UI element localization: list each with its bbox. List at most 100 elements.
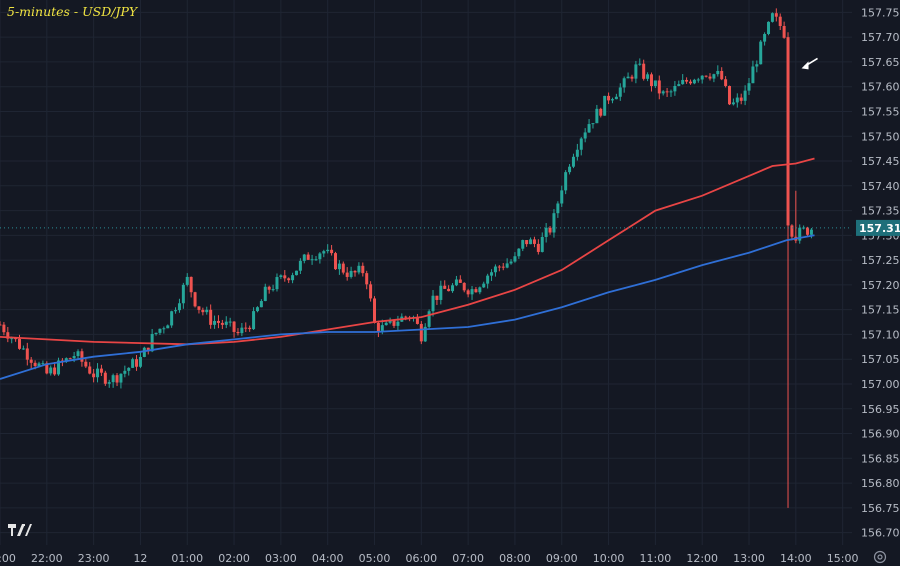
x-axis-tick-label: 14:00	[780, 552, 812, 565]
last-price-label: 157.315	[856, 219, 900, 236]
candle-up	[571, 156, 575, 167]
candle-down	[193, 292, 197, 307]
candle-up	[579, 138, 583, 150]
candle-up	[138, 356, 142, 367]
candle-up	[111, 375, 115, 383]
candle-up	[76, 351, 80, 357]
y-axis-tick-label: 156.900	[861, 428, 900, 441]
last-price-label-box	[856, 219, 900, 236]
settings-icon[interactable]	[873, 550, 887, 564]
candle-up	[618, 87, 622, 97]
candle-down	[704, 75, 708, 77]
candle-up	[564, 172, 568, 191]
candle-down	[778, 16, 782, 26]
candle-down	[532, 239, 536, 244]
candle-up	[505, 263, 509, 268]
candle-down	[688, 81, 692, 84]
x-axis-tick-label: 03:00	[265, 552, 297, 565]
candle-down	[29, 359, 33, 363]
candle-down	[361, 265, 365, 274]
x-axis-tick-label: 20:00	[0, 552, 16, 565]
candle-up	[603, 95, 607, 116]
candle-down	[99, 368, 103, 373]
candle-down	[642, 63, 646, 79]
candle-up	[57, 360, 61, 375]
candle-down	[806, 227, 810, 235]
candle-up	[357, 265, 361, 273]
candle-up	[735, 97, 739, 103]
candle-up	[454, 279, 458, 286]
candle-down	[341, 263, 345, 273]
candle-down	[525, 240, 529, 245]
candle-up	[482, 283, 486, 288]
candle-up	[314, 259, 318, 261]
moving-average-line-fast	[0, 157, 815, 346]
candle-up	[127, 367, 131, 371]
candle-up	[583, 132, 587, 139]
y-axis-tick-label: 157.400	[861, 180, 900, 193]
candle-up	[747, 83, 751, 91]
candle-down	[782, 25, 786, 38]
candle-down	[353, 270, 357, 273]
candle-down	[474, 289, 478, 293]
y-axis-tick-label: 156.700	[861, 527, 900, 540]
candle-up	[802, 227, 806, 229]
y-axis-tick-label: 157.350	[861, 205, 900, 218]
candle-up	[759, 41, 763, 65]
candle-up	[439, 285, 443, 300]
candle-down	[443, 285, 447, 289]
y-axis-tick-label: 157.200	[861, 279, 900, 292]
y-axis-tick-label: 156.800	[861, 477, 900, 490]
candle-down	[287, 278, 291, 281]
candle-up	[170, 311, 174, 326]
candle-down	[45, 363, 49, 374]
candle-down	[345, 272, 349, 277]
candle-down	[466, 290, 470, 295]
candle-down	[209, 309, 213, 325]
candle-up	[181, 284, 185, 304]
candle-up	[798, 227, 802, 241]
candle-down	[6, 332, 10, 339]
candle-up	[634, 64, 638, 79]
candle-up	[677, 84, 681, 86]
candle-up	[380, 325, 384, 332]
candle-up	[431, 295, 435, 312]
x-axis-tick-label: 04:00	[312, 552, 344, 565]
candle-up	[302, 254, 306, 261]
candle-up	[41, 363, 45, 365]
y-axis-tick-label: 156.950	[861, 403, 900, 416]
candle-up	[158, 328, 162, 333]
candle-up	[556, 203, 560, 214]
candle-up	[337, 263, 341, 270]
candle-down	[197, 306, 201, 310]
candle-down	[80, 351, 84, 362]
candle-up	[318, 253, 322, 260]
candle-up	[493, 266, 497, 273]
candle-down	[115, 375, 119, 383]
candle-up	[271, 289, 275, 291]
y-axis-tick-label: 157.500	[861, 130, 900, 143]
candle-down	[415, 316, 419, 324]
candle-down	[607, 95, 611, 101]
candle-down	[501, 266, 505, 268]
candle-up	[349, 270, 353, 277]
y-axis-tick-label: 157.050	[861, 353, 900, 366]
candle-up	[154, 332, 158, 334]
candle-down	[84, 361, 88, 367]
candle-up	[279, 275, 283, 278]
candle-down	[103, 372, 107, 384]
candle-up	[575, 149, 579, 157]
candle-down	[283, 275, 287, 279]
x-axis-tick-label: 07:00	[452, 552, 484, 565]
candle-up	[240, 327, 244, 334]
moving-average-line-slow	[0, 234, 815, 380]
candle-down	[392, 319, 396, 326]
candle-down	[369, 284, 373, 299]
candle-down	[88, 366, 92, 374]
candle-up	[119, 373, 123, 383]
candle-up	[384, 322, 388, 326]
candle-up	[427, 311, 431, 327]
candle-up	[107, 382, 111, 384]
